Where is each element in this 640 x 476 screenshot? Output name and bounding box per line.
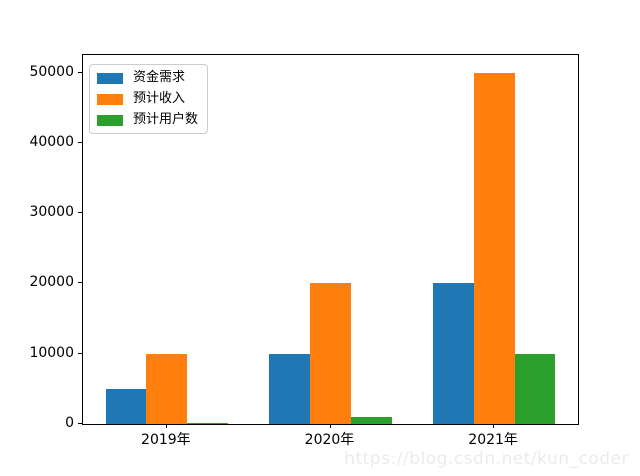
plot-area: 资金需求 预计收入 预计用户数 (82, 54, 579, 425)
bar-series1-cat0 (146, 353, 188, 424)
y-axis-tick (78, 71, 82, 73)
watermark-text: https://blog.csdn.net/kun_coder (344, 449, 629, 469)
y-axis-tick (78, 212, 82, 214)
legend-swatch-green (97, 114, 123, 126)
legend-swatch-blue (97, 72, 123, 84)
y-tick-label: 30000 (29, 204, 74, 221)
y-tick-label: 10000 (29, 344, 74, 361)
legend-item: 预计收入 (97, 92, 198, 106)
bar-series1-cat2 (473, 72, 515, 424)
y-tick-label: 20000 (29, 274, 74, 291)
bar-series2-cat0 (187, 422, 229, 424)
bar-series0-cat2 (432, 283, 474, 424)
bar-series2-cat2 (514, 353, 556, 424)
bar-series2-cat1 (350, 416, 392, 424)
x-tick-label: 2021年 (468, 432, 518, 448)
legend-label: 预计用户数 (133, 112, 199, 127)
y-axis-tick (78, 141, 82, 143)
bar-series1-cat1 (310, 283, 351, 424)
y-tick-label: 40000 (29, 133, 74, 150)
y-axis-tick (78, 352, 82, 354)
y-axis-tick (78, 282, 82, 284)
bar-series0-cat1 (269, 353, 311, 424)
x-axis-tick (329, 424, 331, 428)
x-tick-label: 2020年 (304, 432, 355, 448)
legend-item: 资金需求 (97, 71, 198, 85)
bar-series0-cat0 (105, 388, 147, 424)
x-axis-tick (165, 424, 167, 428)
y-tick-label: 0 (65, 415, 74, 431)
x-tick-label: 2019年 (141, 432, 191, 448)
y-axis-tick (78, 423, 82, 424)
legend-label: 资金需求 (133, 70, 186, 85)
legend-swatch-orange (97, 93, 123, 105)
legend-label: 预计收入 (133, 91, 186, 106)
x-axis-tick (493, 424, 495, 428)
legend-item: 预计用户数 (97, 113, 198, 127)
legend: 资金需求 预计收入 预计用户数 (89, 64, 209, 134)
y-tick-label: 50000 (29, 63, 74, 80)
